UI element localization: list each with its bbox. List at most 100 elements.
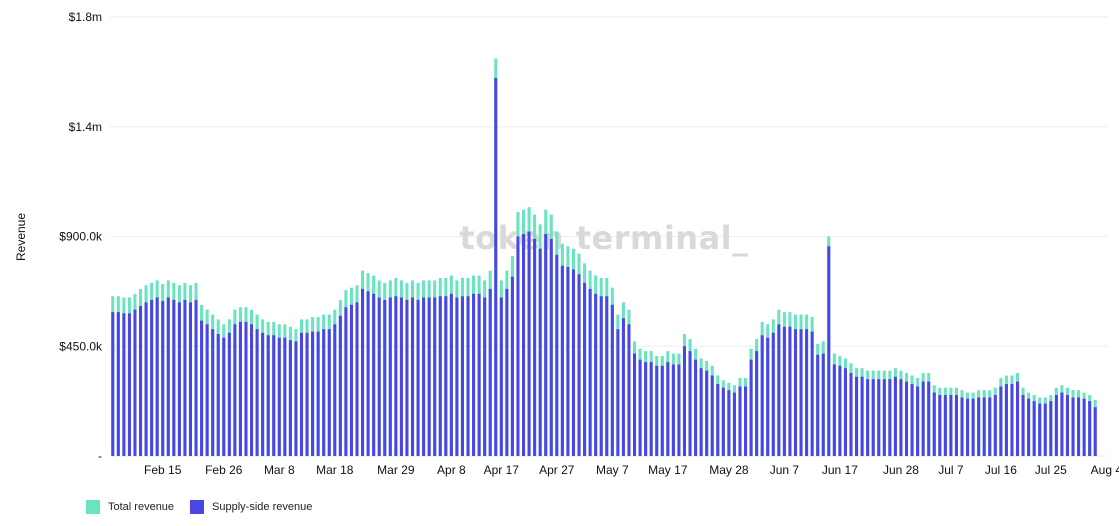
bar-supply — [355, 302, 359, 456]
legend-label-total: Total revenue — [108, 501, 175, 513]
bar-supply — [1093, 407, 1097, 456]
bar-supply — [716, 384, 720, 456]
legend-swatch-total — [86, 500, 100, 514]
bar-supply — [694, 359, 698, 456]
bar-supply — [866, 379, 870, 456]
bar-supply — [982, 397, 986, 456]
bar-supply — [749, 359, 753, 456]
bar-supply — [560, 265, 564, 456]
bar-supply — [993, 395, 997, 456]
bar-supply — [1060, 392, 1064, 456]
bar-supply — [205, 324, 209, 456]
bar-supply — [566, 266, 570, 456]
x-tick-label: Mar 18 — [316, 463, 354, 477]
bar-supply — [766, 337, 770, 456]
bar-supply — [150, 299, 154, 456]
x-tick-label: Jul 16 — [985, 463, 1017, 477]
bar-supply — [805, 329, 809, 456]
bar-supply — [1082, 398, 1086, 456]
bar-supply — [960, 397, 964, 456]
bar-supply — [244, 321, 248, 456]
bar-supply — [793, 329, 798, 456]
legend-item-total[interactable]: Total revenue — [86, 500, 174, 514]
bar-supply — [988, 397, 992, 456]
bar-supply — [571, 269, 575, 456]
legend-label-supply: Supply-side revenue — [212, 501, 313, 513]
bar-supply — [305, 332, 309, 456]
bar-supply — [932, 392, 936, 456]
bar-supply — [1071, 397, 1075, 456]
bar-supply — [316, 331, 320, 456]
bar-supply — [455, 297, 459, 456]
bar-supply — [916, 386, 920, 456]
bar-supply — [688, 351, 692, 456]
x-tick-label: Jun 7 — [770, 463, 800, 477]
bar-supply — [433, 297, 437, 456]
y-tick-label: $450.0k — [59, 339, 103, 353]
bar-supply — [583, 282, 587, 456]
bar-supply — [633, 353, 637, 456]
bar-supply — [655, 365, 659, 456]
bar-supply — [472, 293, 476, 456]
y-tick-label: $1.8m — [69, 10, 102, 24]
bar-supply — [227, 332, 231, 456]
bars — [111, 58, 1097, 456]
bar-supply — [172, 299, 176, 456]
bar-supply — [610, 304, 614, 456]
bar-supply — [177, 302, 181, 456]
x-tick-label: Jun 17 — [822, 463, 858, 477]
bar-supply — [744, 386, 748, 456]
bar-supply — [488, 288, 492, 456]
bar-supply — [999, 386, 1003, 456]
bar-supply — [1021, 395, 1025, 456]
bar-supply — [705, 370, 709, 456]
bar-supply — [621, 318, 625, 456]
bar-supply — [638, 359, 642, 456]
bar-supply — [544, 234, 548, 456]
bar-supply — [405, 299, 409, 456]
x-tick-label: Jun 28 — [883, 463, 919, 477]
legend-item-supply[interactable]: Supply-side revenue — [190, 500, 312, 514]
bar-supply — [855, 376, 859, 456]
x-tick-label: Mar 8 — [264, 463, 295, 477]
x-tick-label: May 28 — [709, 463, 749, 477]
bar-supply — [893, 376, 897, 456]
x-tick-label: Jul 7 — [938, 463, 964, 477]
bar-supply — [877, 379, 881, 456]
bar-supply — [477, 293, 481, 456]
y-tick-label: $900.0k — [59, 230, 103, 244]
bar-supply — [383, 299, 387, 456]
bar-supply — [333, 324, 337, 456]
bar-supply — [671, 364, 675, 456]
bar-supply — [527, 231, 531, 456]
bar-supply — [188, 302, 193, 456]
bar-supply — [277, 337, 281, 456]
bar-supply — [760, 335, 764, 456]
bar-supply — [910, 384, 914, 456]
bar-supply — [155, 297, 159, 456]
bar-supply — [727, 390, 731, 456]
bar-supply — [1032, 401, 1036, 456]
x-tick-label: May 7 — [596, 463, 629, 477]
legend-swatch-supply — [190, 500, 205, 514]
bar-supply — [427, 297, 431, 456]
bar-supply — [1010, 384, 1014, 456]
bar-supply — [255, 329, 259, 456]
watermark: token terminal_ — [459, 219, 748, 257]
bar-supply — [721, 387, 725, 456]
x-tick-label: Apr 17 — [484, 463, 520, 477]
x-tick-label: May 17 — [648, 463, 688, 477]
bar-supply — [827, 246, 831, 456]
bar-supply — [699, 368, 703, 456]
y-tick-label: $1.4m — [69, 120, 102, 134]
bar-supply — [533, 238, 537, 456]
x-tick-label: Apr 27 — [539, 463, 575, 477]
bar-supply — [832, 364, 836, 456]
bar-supply — [261, 332, 265, 456]
bar-supply — [250, 324, 254, 456]
bar-supply — [116, 312, 120, 456]
bar-supply — [366, 291, 370, 456]
bar-supply — [449, 293, 453, 456]
bar-supply — [216, 334, 220, 456]
